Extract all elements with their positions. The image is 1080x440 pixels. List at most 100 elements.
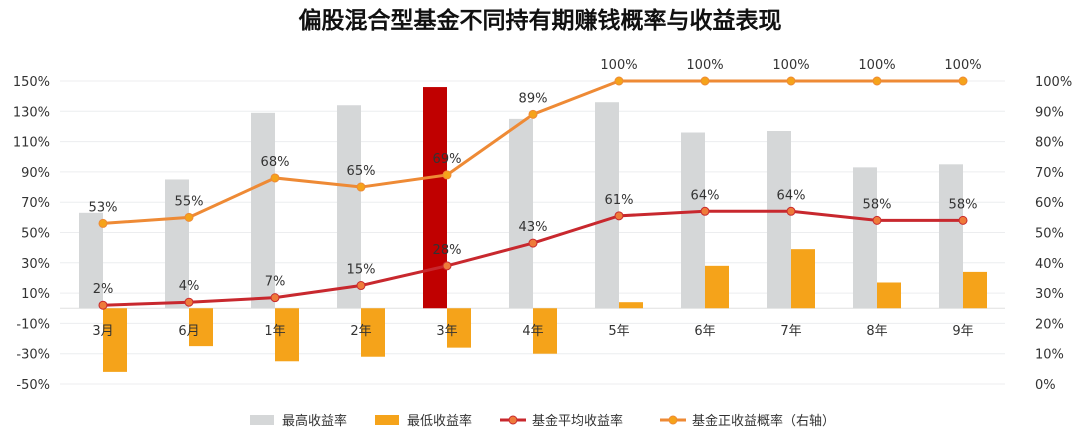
data-label: 4% [179, 279, 200, 294]
line-marker [356, 182, 366, 192]
bar-max-return [767, 130, 791, 309]
data-label: 61% [605, 193, 634, 208]
data-label: 89% [519, 91, 548, 106]
bar-max-return [251, 112, 275, 309]
line-marker [270, 173, 280, 183]
data-label: 65% [347, 164, 376, 179]
y-left-tick-label: 150% [13, 75, 50, 90]
bar-min-return [189, 308, 213, 347]
bar-max-return [509, 118, 533, 309]
data-label: 69% [433, 152, 462, 167]
data-label: 28% [433, 243, 462, 258]
line-marker [958, 76, 968, 86]
bar-max-return [423, 87, 447, 309]
x-tick-label: 5年 [608, 324, 629, 339]
legend-swatch [250, 415, 274, 425]
y-right-tick-label: 20% [1035, 317, 1064, 332]
legend-marker [668, 415, 678, 425]
legend-label: 最低收益率 [407, 413, 472, 429]
line-marker [786, 76, 796, 86]
line-marker [356, 281, 366, 291]
x-tick-label: 9年 [952, 324, 973, 339]
data-label: 64% [777, 188, 806, 203]
line-marker [700, 206, 710, 216]
x-tick-label: 2年 [350, 324, 371, 339]
y-left-tick-label: 50% [21, 227, 50, 242]
line-marker [98, 218, 108, 228]
x-tick-label: 8年 [866, 324, 887, 339]
data-label: 53% [89, 200, 118, 215]
bar-min-return [791, 249, 815, 309]
y-right-tick-label: 50% [1035, 227, 1064, 242]
line-marker [442, 170, 452, 180]
legend-label: 基金正收益概率（右轴） [692, 413, 835, 429]
line-marker [184, 212, 194, 222]
y-left-tick-label: 30% [21, 257, 50, 272]
y-left-tick-label: -10% [16, 317, 50, 332]
y-left-tick-label: 10% [21, 287, 50, 302]
data-label: 58% [863, 197, 892, 212]
line-marker [442, 261, 452, 271]
y-right-tick-label: 80% [1035, 136, 1064, 151]
bar-min-return [963, 271, 987, 309]
line-marker [614, 76, 624, 86]
line-marker [528, 109, 538, 119]
line-marker [958, 215, 968, 225]
data-label: 100% [772, 58, 809, 73]
line-marker [872, 76, 882, 86]
bar-min-return [447, 308, 471, 348]
bar-max-return [853, 167, 877, 309]
data-label: 100% [858, 58, 895, 73]
bar-max-return [681, 132, 705, 309]
line-marker [872, 215, 882, 225]
y-right-tick-label: 60% [1035, 196, 1064, 211]
bar-max-return [79, 212, 103, 309]
y-left-tick-label: 90% [21, 166, 50, 181]
y-left-tick-label: -50% [16, 378, 50, 393]
x-tick-label: 3年 [436, 324, 457, 339]
x-tick-label: 4年 [522, 324, 543, 339]
data-label: 100% [944, 58, 981, 73]
x-tick-label: 1年 [264, 324, 285, 339]
y-right-tick-label: 90% [1035, 105, 1064, 120]
bar-max-return [595, 102, 619, 309]
data-label: 7% [265, 275, 286, 290]
y-left-tick-label: 70% [21, 196, 50, 211]
y-left-tick-label: 110% [13, 136, 50, 151]
x-tick-label: 6年 [694, 324, 715, 339]
line-marker [270, 293, 280, 303]
data-label: 15% [347, 263, 376, 278]
bar-min-return [103, 308, 127, 372]
line-marker [700, 76, 710, 86]
data-label: 64% [691, 188, 720, 203]
line-marker [528, 238, 538, 248]
bar-max-return [165, 179, 189, 309]
line-marker [614, 211, 624, 221]
data-label: 68% [261, 155, 290, 170]
y-right-tick-label: 70% [1035, 166, 1064, 181]
data-label: 2% [93, 282, 114, 297]
bar-min-return [619, 302, 643, 309]
bar-min-return [877, 282, 901, 309]
data-label: 100% [686, 58, 723, 73]
legend-swatch [375, 415, 399, 425]
legend-label: 最高收益率 [282, 413, 347, 429]
x-tick-label: 7年 [780, 324, 801, 339]
bar-max-return [939, 164, 963, 309]
bar-max-return [337, 105, 361, 309]
data-label: 100% [600, 58, 637, 73]
bar-min-return [361, 308, 385, 357]
y-right-tick-label: 100% [1035, 75, 1072, 90]
data-label: 55% [175, 194, 204, 209]
y-right-tick-label: 10% [1035, 348, 1064, 363]
bar-min-return [533, 308, 557, 354]
x-tick-label: 6月 [178, 324, 199, 339]
y-right-tick-label: 0% [1035, 378, 1056, 393]
line-marker [184, 297, 194, 307]
legend-label: 基金平均收益率 [532, 413, 623, 429]
bar-min-return [705, 265, 729, 309]
data-label: 58% [949, 197, 978, 212]
chart-title: 偏股混合型基金不同持有期赚钱概率与收益表现 [299, 7, 782, 34]
line-marker [786, 206, 796, 216]
